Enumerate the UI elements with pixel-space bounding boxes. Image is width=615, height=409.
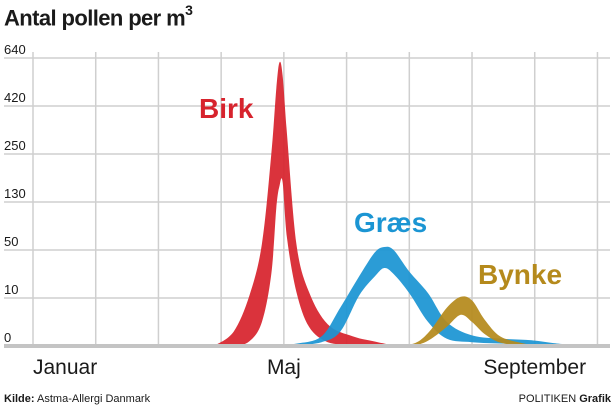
axes: 0 10 50 130 250 420 640 Januar Maj September xyxy=(4,42,610,379)
chart-title-superscript: 3 xyxy=(185,2,193,18)
credit-dept: Grafik xyxy=(579,393,611,405)
y-tick-label: 50 xyxy=(4,234,18,249)
series-label-bynke: Bynke xyxy=(478,259,562,290)
series-band-bynke xyxy=(406,296,538,346)
y-tick-label: 250 xyxy=(4,138,26,153)
credit-publisher: POLITIKEN xyxy=(518,393,577,405)
source-note: Kilde: Astma-Allergi Danmark xyxy=(4,393,150,405)
chart-title: Antal pollen per m3 xyxy=(4,0,193,31)
series-areas xyxy=(214,61,579,347)
series-band-graes xyxy=(271,246,579,346)
series-label-birk: Birk xyxy=(199,93,254,124)
y-tick-label: 0 xyxy=(4,330,11,345)
series-band-birk xyxy=(214,61,394,347)
x-tick-label: Januar xyxy=(33,356,97,379)
x-tick-label: September xyxy=(483,356,586,379)
series-label-graes: Græs xyxy=(354,207,427,238)
y-tick-label: 640 xyxy=(4,42,26,57)
y-tick-label: 130 xyxy=(4,186,26,201)
source-text: Astma-Allergi Danmark xyxy=(37,393,151,405)
series-labels: Birk Græs Bynke xyxy=(199,93,562,290)
x-tick-label: Maj xyxy=(267,356,301,379)
source-label: Kilde: xyxy=(4,393,35,405)
y-tick-label: 10 xyxy=(4,282,18,297)
chart-title-text: Antal pollen per m xyxy=(4,5,186,31)
credit-note: POLITIKEN Grafik xyxy=(519,393,611,405)
y-tick-label: 420 xyxy=(4,90,26,105)
